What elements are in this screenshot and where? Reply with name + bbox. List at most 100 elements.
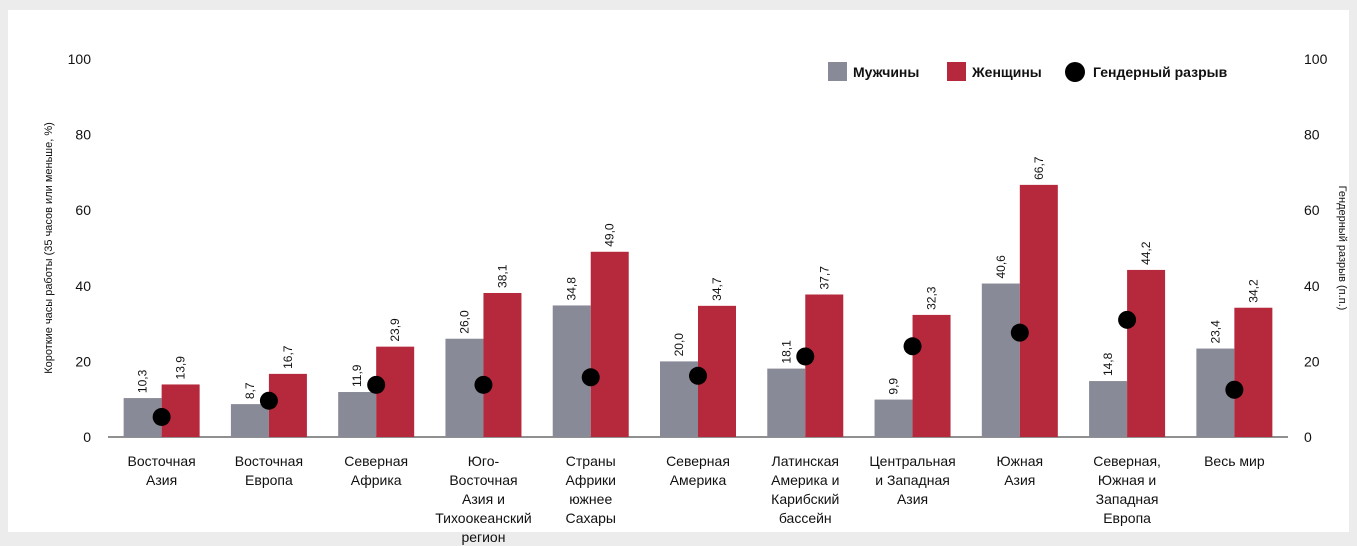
bar-women xyxy=(912,314,951,437)
category-label: Северная, xyxy=(1093,453,1161,469)
category-label: Европа xyxy=(1103,510,1151,526)
category-label: Латинская xyxy=(772,453,839,469)
data-label-men: 14,8 xyxy=(1101,352,1115,376)
y2-axis-title: Гендерный разрыв (п.п.) xyxy=(1336,186,1348,311)
legend-swatch-women xyxy=(947,62,966,81)
category-label: Центральная xyxy=(869,453,955,469)
bar-women xyxy=(590,251,629,437)
data-label-men: 23,4 xyxy=(1208,320,1222,344)
data-label-women: 13,9 xyxy=(174,356,188,380)
data-label-women: 44,2 xyxy=(1139,241,1153,265)
gap-marker xyxy=(903,337,922,356)
legend-label-women: Женщины xyxy=(971,64,1042,80)
gap-marker xyxy=(689,366,707,385)
data-label-women: 49,0 xyxy=(603,223,617,247)
data-label-women: 66,7 xyxy=(1032,156,1046,180)
gap-marker xyxy=(796,347,815,366)
category-label: и Западная xyxy=(875,472,950,488)
y-tick-label: 20 xyxy=(75,353,91,369)
legend-swatch-gap xyxy=(1065,62,1085,82)
bar-women xyxy=(805,294,844,437)
y2-tick-label: 80 xyxy=(1304,127,1320,143)
plot-background xyxy=(8,10,1349,532)
bar-men xyxy=(767,368,806,437)
data-label-women: 37,7 xyxy=(817,266,831,290)
gap-marker xyxy=(1010,323,1029,342)
y2-tick-label: 0 xyxy=(1304,429,1312,445)
bar-men xyxy=(1089,381,1128,437)
data-label-women: 34,2 xyxy=(1246,279,1260,303)
category-label: Южная xyxy=(997,453,1044,469)
category-label: Восточная xyxy=(128,453,196,469)
y-axis-title: Короткие часы работы (35 часов или меньш… xyxy=(43,122,55,374)
gap-marker xyxy=(152,407,171,426)
category-label: Южная и xyxy=(1098,472,1156,488)
data-label-men: 10,3 xyxy=(136,369,150,393)
legend-swatch-men xyxy=(828,62,847,81)
category-label: Северная xyxy=(666,453,730,469)
gap-marker xyxy=(367,375,386,394)
data-label-men: 26,0 xyxy=(457,310,471,334)
category-label: Северная xyxy=(344,453,408,469)
category-label: Африка xyxy=(351,472,402,488)
bar-women xyxy=(1019,184,1058,437)
category-label: регион xyxy=(461,529,505,545)
category-label: бассейн xyxy=(779,510,832,526)
category-label: Восточная xyxy=(449,472,517,488)
bar-men xyxy=(230,404,269,437)
bar-men xyxy=(981,283,1020,437)
bar-men xyxy=(338,392,377,437)
data-label-men: 20,0 xyxy=(672,333,686,357)
bar-women xyxy=(1127,269,1166,437)
bar-men xyxy=(874,399,913,437)
category-label: Азия xyxy=(897,491,928,507)
data-label-women: 23,9 xyxy=(388,318,402,342)
y-tick-label: 60 xyxy=(75,202,91,218)
legend-label-gap: Гендерный разрыв xyxy=(1093,64,1228,80)
category-label: Западная xyxy=(1096,491,1159,507)
category-label: Восточная xyxy=(235,453,303,469)
data-label-men: 11,9 xyxy=(350,364,364,387)
y2-tick-label: 60 xyxy=(1304,202,1320,218)
bar-women xyxy=(376,346,415,437)
category-label: Карибский xyxy=(771,491,839,507)
data-label-women: 34,7 xyxy=(710,277,724,301)
category-label: Африки xyxy=(565,472,616,488)
gap-marker xyxy=(259,391,278,410)
y2-tick-label: 100 xyxy=(1304,51,1328,67)
y2-tick-label: 20 xyxy=(1304,353,1320,369)
category-label: Азия xyxy=(1004,472,1035,488)
data-label-women: 16,7 xyxy=(281,345,295,369)
gap-marker xyxy=(581,368,600,387)
data-label-men: 18,1 xyxy=(779,340,793,364)
y2-tick-label: 40 xyxy=(1304,278,1320,294)
data-label-men: 8,7 xyxy=(243,382,257,399)
category-label: Страны xyxy=(566,453,616,469)
category-label: Юго- xyxy=(468,453,500,469)
gap-marker xyxy=(1225,380,1244,399)
gap-marker xyxy=(474,375,493,394)
data-label-women: 32,3 xyxy=(925,286,939,310)
category-label: Азия xyxy=(146,472,177,488)
y-tick-label: 100 xyxy=(68,51,92,67)
category-label: Америка xyxy=(670,472,727,488)
category-label: Весь мир xyxy=(1204,453,1265,469)
y-tick-label: 40 xyxy=(75,278,91,294)
data-label-women: 38,1 xyxy=(495,264,509,288)
data-label-men: 9,9 xyxy=(887,378,901,395)
category-label: Европа xyxy=(245,472,293,488)
bar-women xyxy=(1234,307,1273,437)
category-label: Америка и xyxy=(771,472,839,488)
bar-women xyxy=(483,292,522,437)
category-label: Сахары xyxy=(565,510,616,526)
y-tick-label: 80 xyxy=(75,127,91,143)
y-tick-label: 0 xyxy=(83,429,91,445)
data-label-men: 40,6 xyxy=(994,255,1008,279)
data-label-men: 34,8 xyxy=(565,277,579,301)
category-label: южнее xyxy=(569,491,612,507)
gap-marker xyxy=(1118,310,1137,329)
category-label: Азия и xyxy=(462,491,505,507)
category-label: Тихоокеанский xyxy=(435,510,532,526)
